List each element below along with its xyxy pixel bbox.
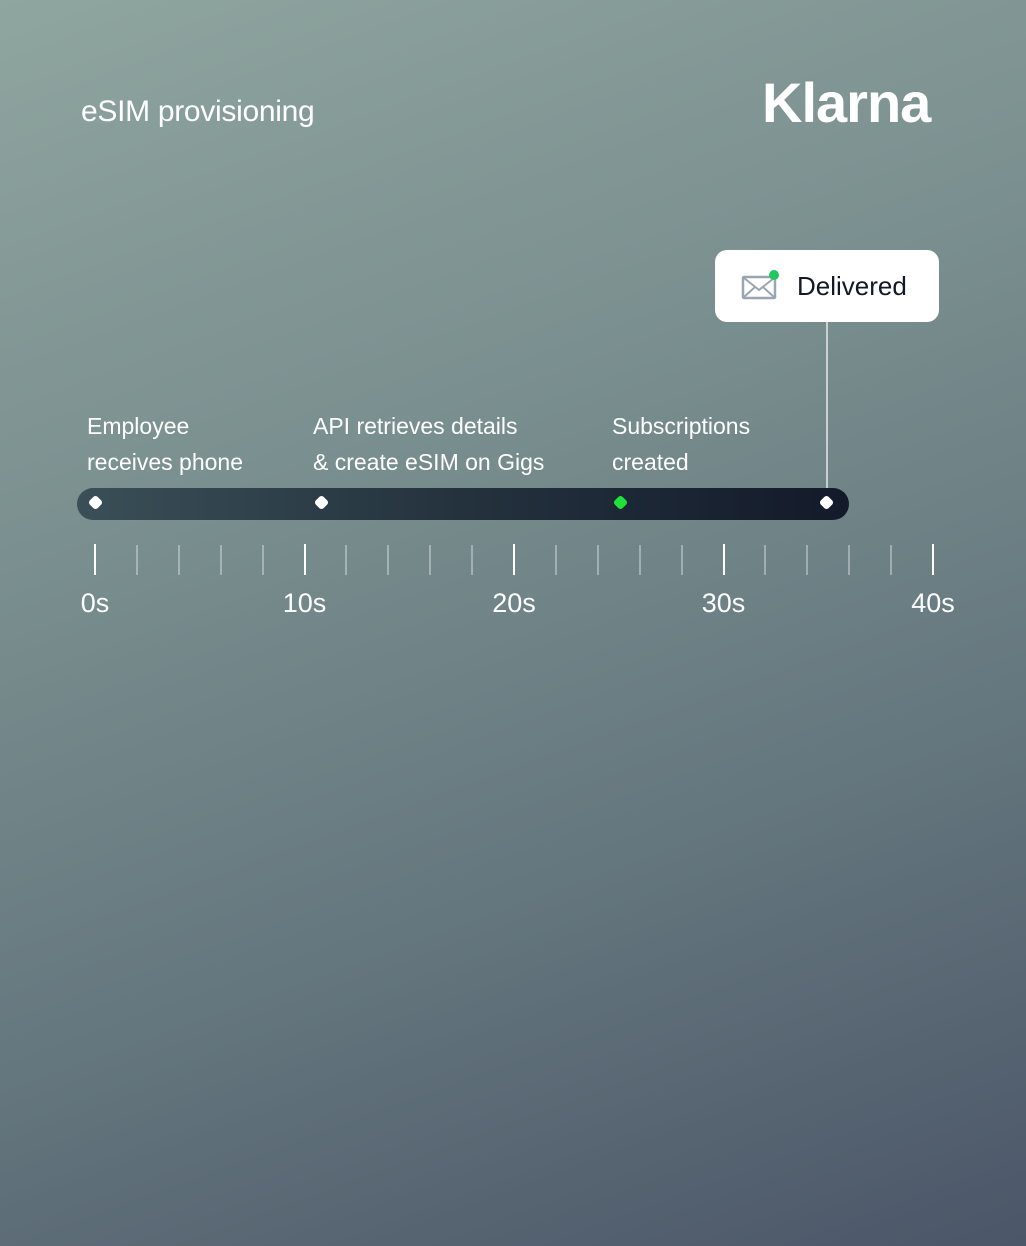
event-label-line: Subscriptions — [612, 413, 751, 439]
callout-connector — [826, 322, 828, 494]
minor-tick — [261, 545, 264, 575]
envelope-icon — [741, 270, 781, 302]
minor-tick — [890, 545, 893, 575]
tick-label: 30s — [701, 588, 746, 618]
minor-tick — [135, 545, 138, 575]
minor-tick — [177, 545, 180, 575]
tick-label: 10s — [282, 588, 327, 618]
minor-tick — [848, 545, 851, 575]
minor-tick — [680, 545, 683, 575]
minor-tick — [429, 545, 432, 575]
klarna-logo: Klarna — [762, 71, 931, 134]
event-label-line: Employee — [87, 413, 190, 439]
event-label-subscriptions: Subscriptions created — [612, 408, 750, 480]
major-tick — [94, 544, 96, 575]
minor-tick — [219, 545, 222, 575]
event-label-line: API retrieves details — [313, 413, 518, 439]
minor-tick — [596, 545, 599, 575]
major-tick — [932, 544, 934, 575]
event-label-employee: Employee receives phone — [87, 408, 243, 480]
minor-tick — [806, 545, 809, 575]
event-label-api: API retrieves details & create eSIM on G… — [313, 408, 544, 480]
event-label-line: receives phone — [87, 449, 243, 475]
tick-label: 0s — [80, 588, 110, 618]
event-label-line: & create eSIM on Gigs — [313, 449, 545, 475]
event-label-line: created — [612, 449, 689, 475]
timeline-bar — [77, 488, 849, 520]
tick-label: 20s — [492, 588, 536, 618]
major-tick — [722, 544, 725, 575]
minor-tick — [471, 545, 474, 575]
minor-tick — [387, 545, 390, 575]
minor-tick — [764, 545, 767, 575]
tick-label: 40s — [911, 588, 955, 618]
delivered-callout: Delivered — [715, 250, 939, 322]
major-tick — [513, 544, 515, 575]
minor-tick — [345, 545, 348, 575]
page-title: eSIM provisioning — [81, 95, 315, 128]
callout-label: Delivered — [797, 270, 907, 301]
major-tick — [303, 544, 306, 575]
minor-tick — [638, 545, 641, 575]
minor-tick — [554, 545, 557, 575]
